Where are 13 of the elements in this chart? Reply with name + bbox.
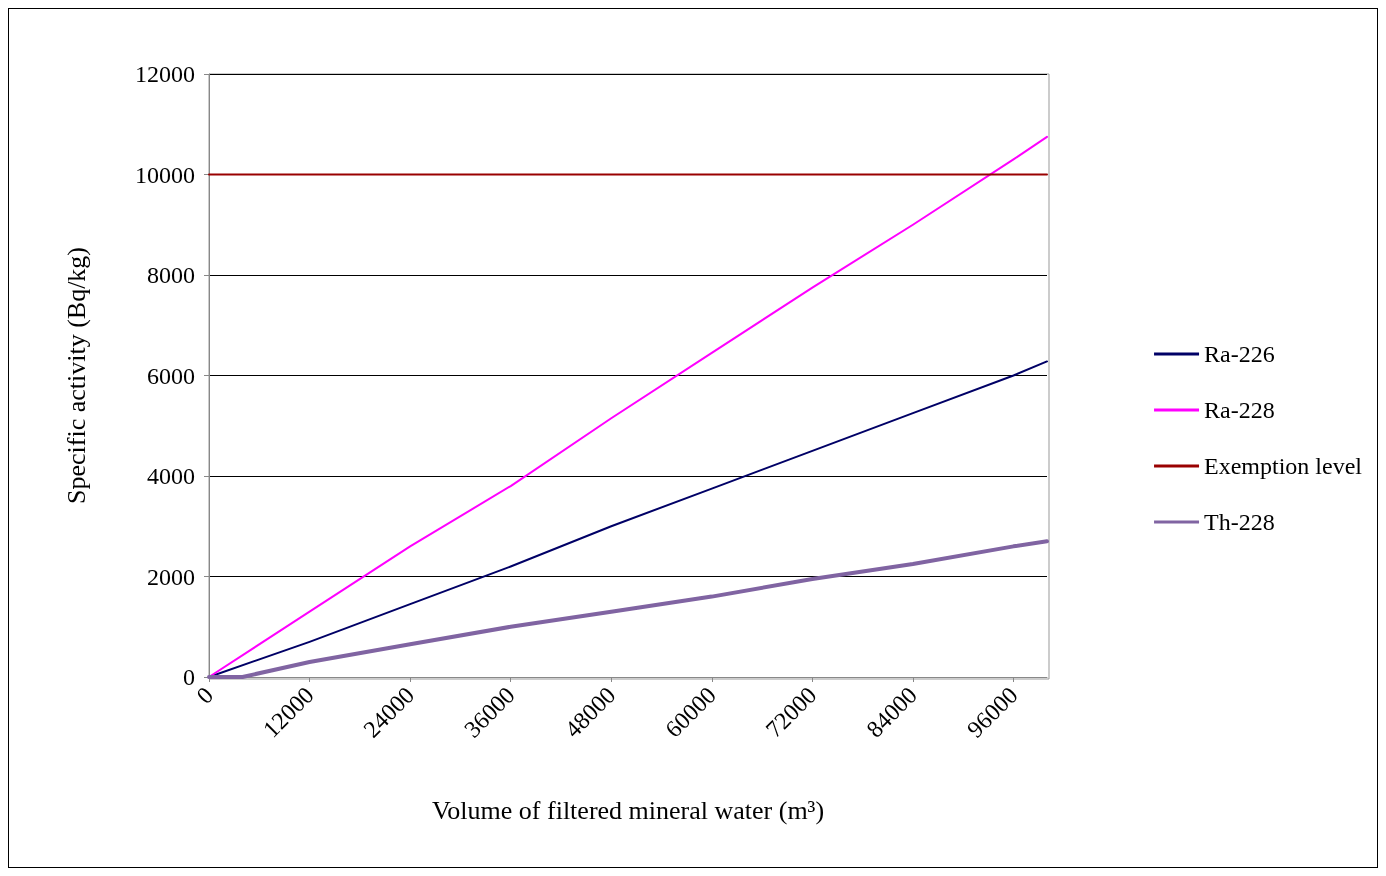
y-tick-label: 4000 bbox=[147, 463, 195, 489]
legend-label: Exemption level bbox=[1204, 453, 1363, 479]
x-axis-title: Volume of filtered mineral water (m³) bbox=[431, 795, 825, 825]
y-tick-label: 12000 bbox=[135, 61, 195, 87]
legend-label: Ra-226 bbox=[1204, 341, 1275, 367]
y-axis-title: Specific activity (Bq/kg) bbox=[61, 246, 91, 505]
y-tick-label: 10000 bbox=[135, 161, 195, 188]
y-tick-label: 6000 bbox=[147, 362, 195, 389]
y-tick-label: 2000 bbox=[147, 563, 195, 590]
y-tick-label: 8000 bbox=[147, 262, 195, 288]
legend-label: Th-228 bbox=[1204, 509, 1275, 535]
legend-label: Ra-228 bbox=[1204, 397, 1275, 423]
y-tick-label: 0 bbox=[183, 664, 195, 690]
